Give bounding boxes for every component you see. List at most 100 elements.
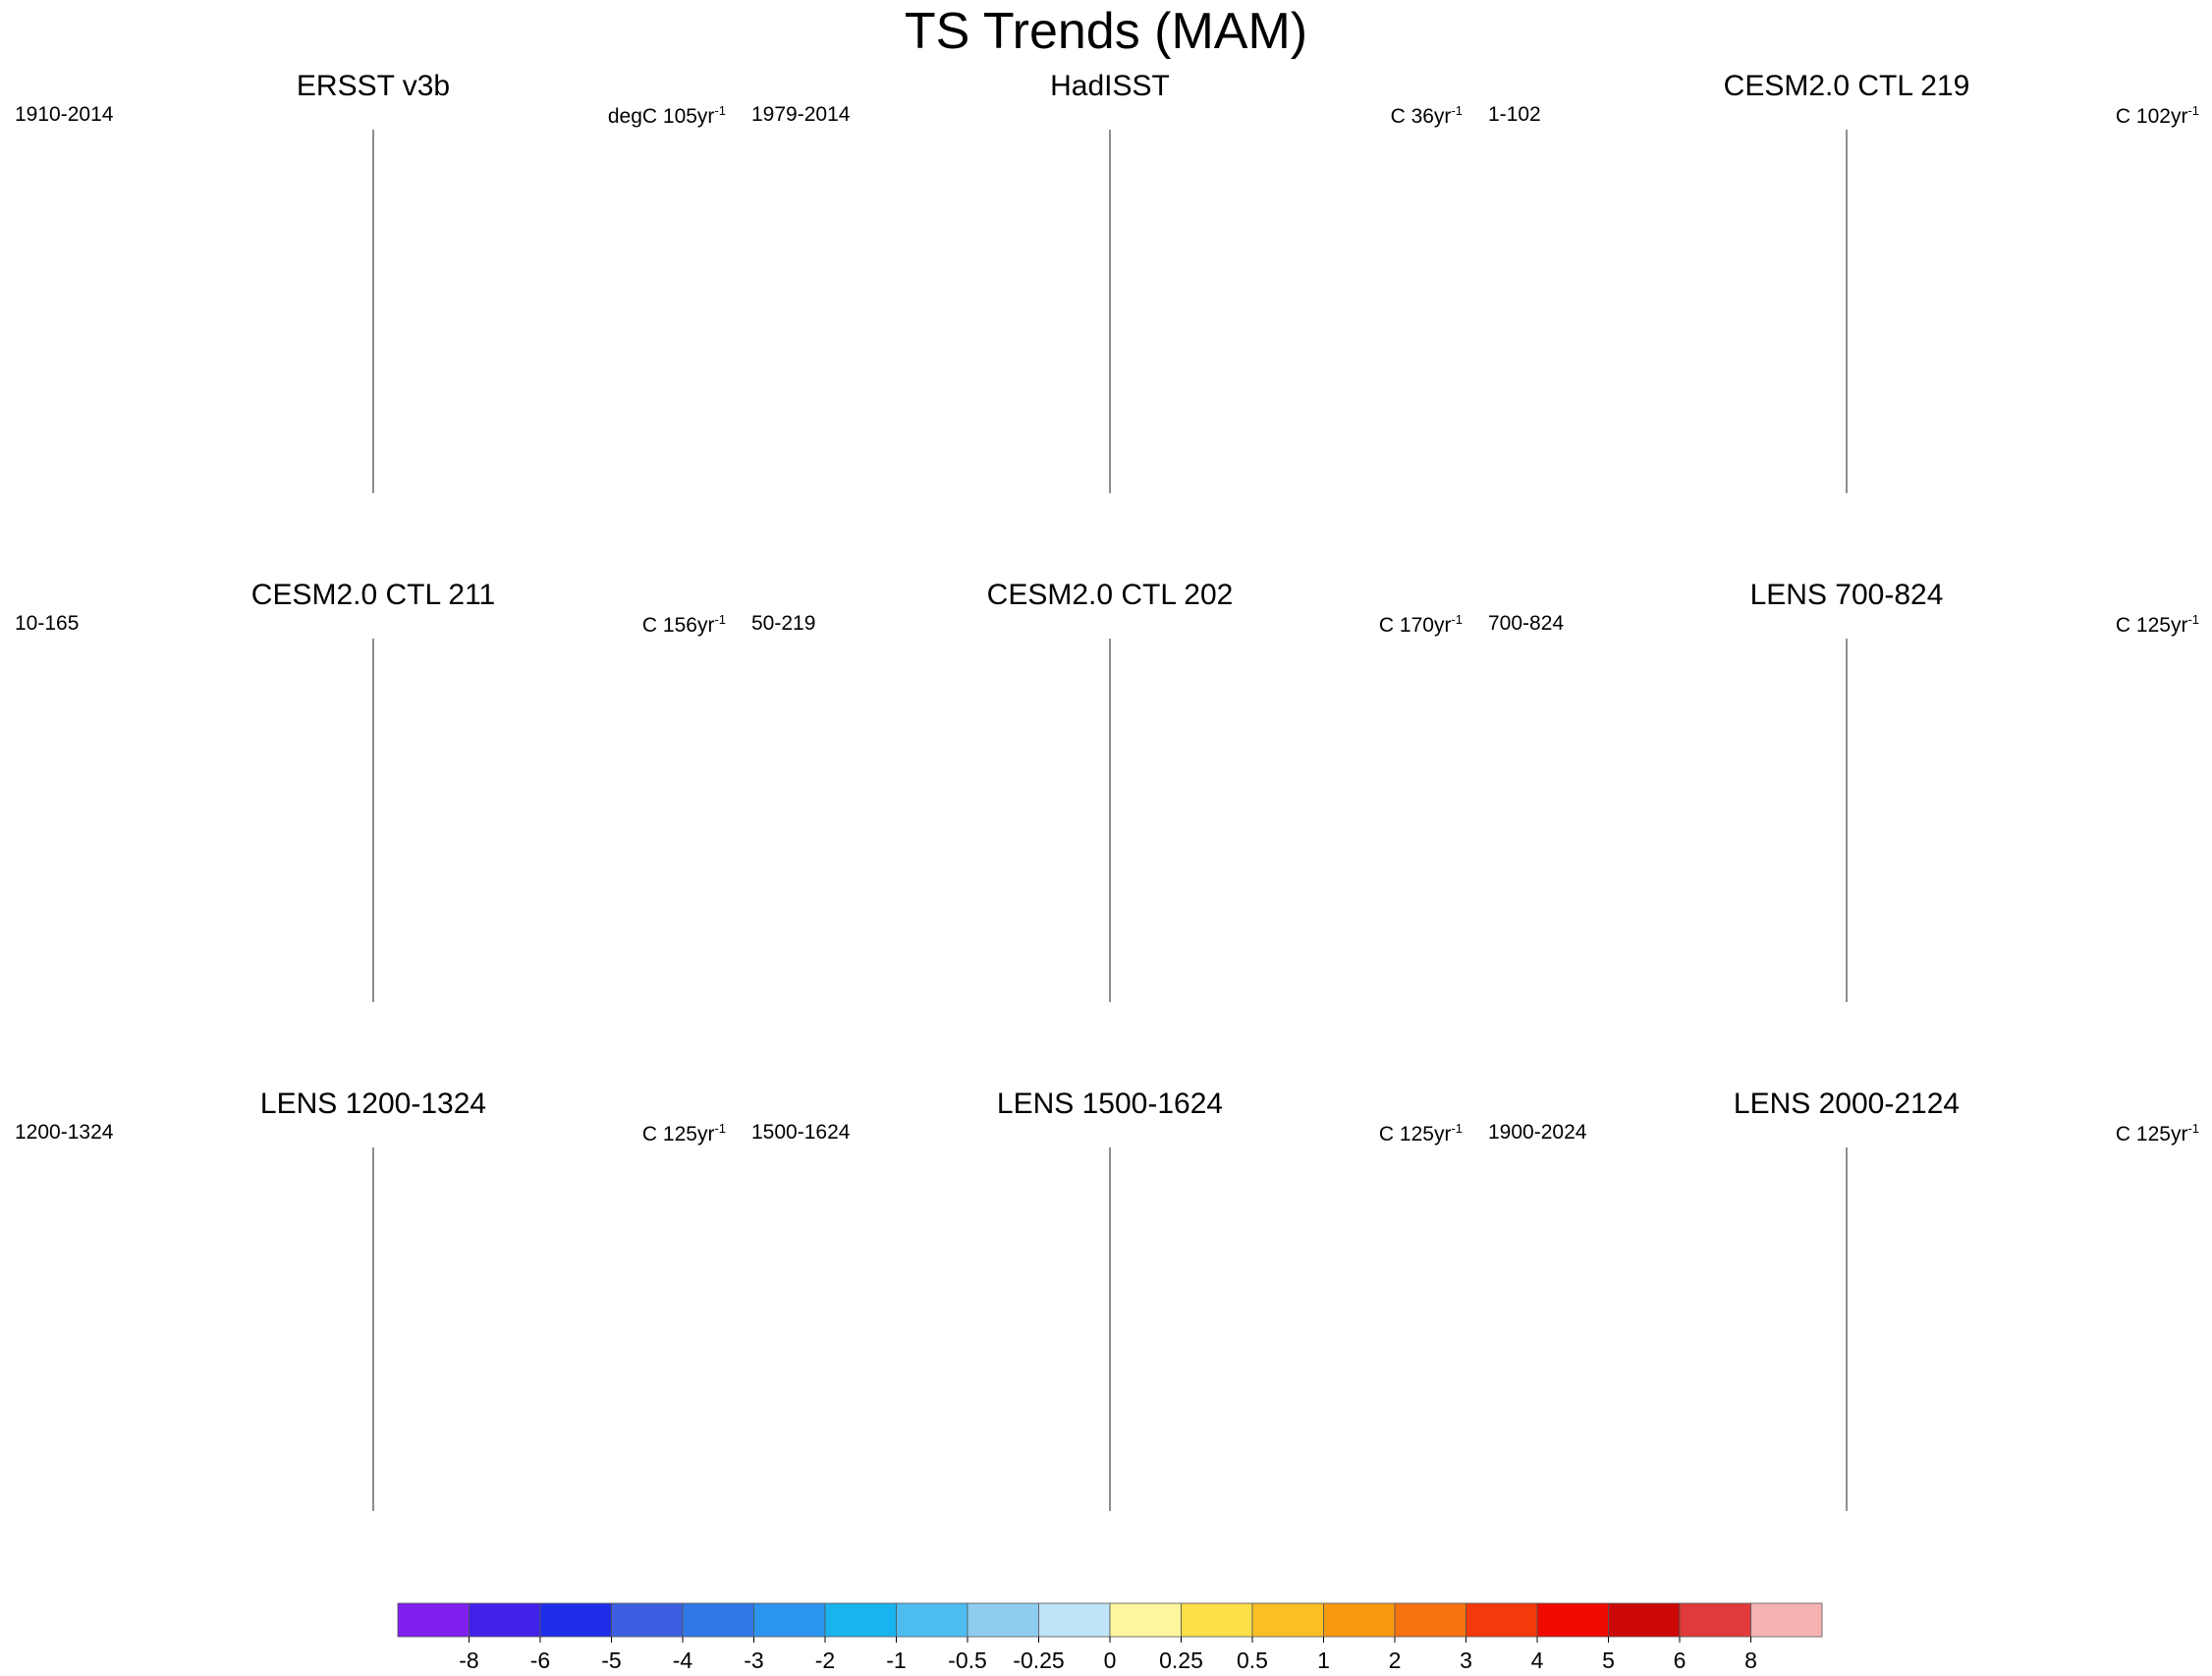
grid-cell [1368,230,1386,244]
grid-cell [1352,191,1373,203]
grid-cell [536,393,552,407]
grid-cell [444,191,458,203]
grid-cell [1680,298,1692,311]
grid-cell [1962,365,1975,379]
grid-cell [1090,178,1101,191]
grid-cell [553,445,574,457]
grid-cell [1068,191,1079,203]
grid-cell [1545,432,2138,445]
grid-cell [1550,271,1564,285]
grid-cell [1612,469,1639,479]
grid-cell [576,230,591,244]
grid-cell [1241,217,1255,231]
grid-cell [1164,445,1177,457]
grid-cell [991,271,1004,285]
grid-cell [2104,432,2128,445]
grid-cell [1757,217,1771,231]
grid-cell [1909,478,1923,487]
grid-cell [1253,445,1272,457]
grid-cell [1102,469,1111,479]
grid-cell [1743,230,1757,244]
grid-cell [1088,406,1100,419]
grid-cell [1244,379,1259,393]
grid-cell [1287,271,1300,285]
grid-cell [1864,445,1875,457]
grid-cell [1309,144,1336,155]
continent-south-america [949,285,1041,435]
grid-cell [2088,406,2108,419]
grid-cell [290,298,302,311]
grid-cell [889,178,910,191]
grid-cell [282,230,296,244]
grid-cell [132,419,152,432]
grid-cell [290,469,304,479]
grid-cell [140,365,155,379]
grid-cell [688,352,703,365]
grid-cell [591,217,609,231]
grid-cell [1713,445,1730,457]
grid-cell [122,432,144,445]
grid-cell [1351,244,1366,257]
grid-cell [313,432,326,445]
grid-cell [1331,352,1345,365]
grid-cell [242,130,259,136]
grid-cell [1098,271,1110,285]
grid-cell [795,419,818,432]
grid-cell [884,469,911,479]
grid-cell [353,419,363,432]
grid-cell [1143,230,1155,244]
grid-cell [1110,379,1122,393]
grid-cell [1135,487,1145,493]
grid-cell [812,285,826,299]
grid-cell [1356,379,1373,393]
grid-cell [968,352,981,365]
grid-cell [1574,271,1587,285]
grid-cell [1295,144,1320,155]
grid-cell [867,469,895,479]
grid-cell [1191,352,1204,365]
grid-cell [202,178,221,191]
grid-cell [511,365,525,379]
grid-cell [1392,191,1415,203]
grid-cell [1585,271,1599,285]
grid-cell [2014,311,2026,325]
grid-cell [433,191,447,203]
grid-cell [551,325,564,339]
grid-cell [576,311,588,325]
grid-cell [778,339,793,353]
grid-cell [1658,257,1672,271]
grid-cell [183,178,202,191]
grid-cell [146,285,159,299]
grid-cell [1810,457,1821,469]
grid-cell [1225,144,1244,155]
grid-cell [953,217,968,231]
grid-cell [1771,469,1785,479]
grid-cell [468,406,482,419]
grid-cell [1668,325,1681,339]
grid-cell [839,432,862,445]
grid-cell [883,298,896,311]
grid-cell [868,419,889,432]
grid-cell [1167,178,1180,191]
grid-cell [87,285,101,299]
grid-cell [1679,217,1694,231]
grid-cell [1931,406,1945,419]
grid-cell [1236,136,1256,144]
grid-cell [1824,393,1836,407]
grid-cell [339,230,351,244]
grid-cell [1967,419,1983,432]
grid-cell [2062,445,2085,457]
grid-cell [920,339,934,353]
grid-cell [1675,379,1689,393]
grid-cell [707,311,720,325]
grid-cell [317,217,330,231]
grid-cell [196,478,220,487]
grid-cell [496,144,516,155]
grid-cell [445,298,457,311]
grid-cell [488,432,504,445]
grid-cell [1788,271,1799,285]
grid-cell [1501,325,1515,339]
grid-cell [538,487,561,493]
grid-cell [1297,352,1310,365]
grid-cell [1244,445,1262,457]
